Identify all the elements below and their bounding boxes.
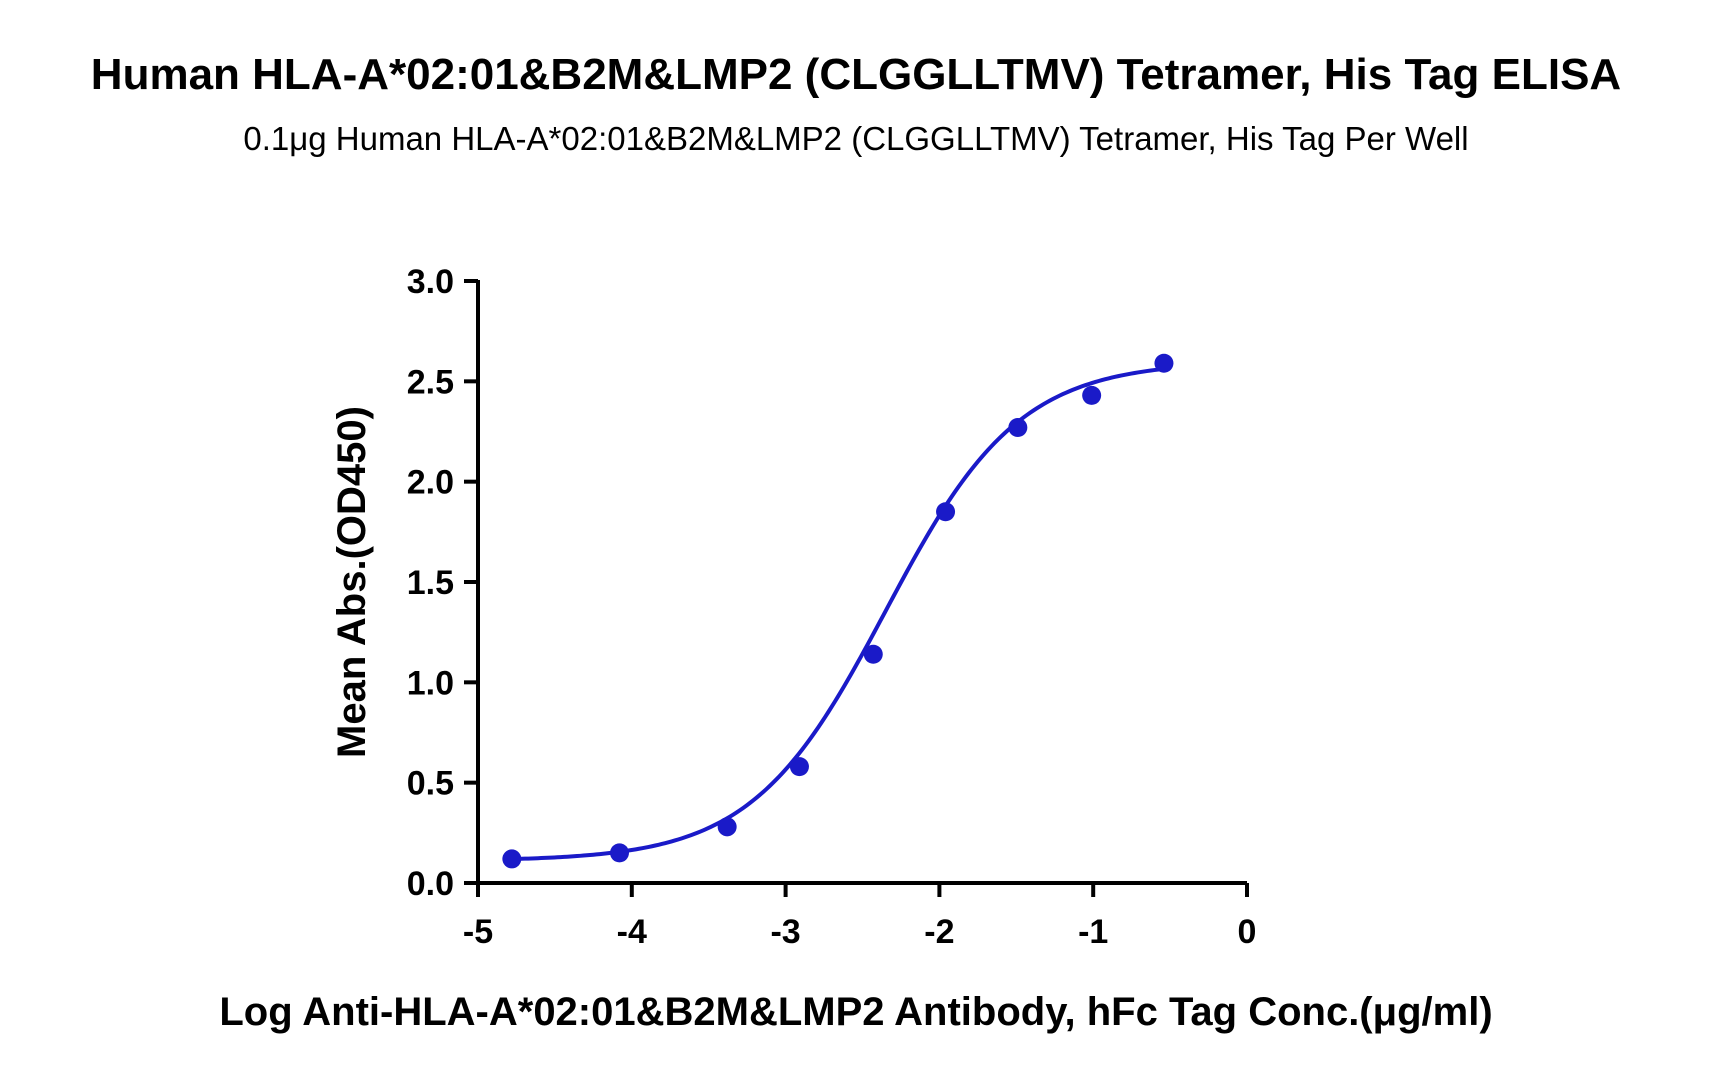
chart-axes xyxy=(476,280,1247,885)
data-point xyxy=(863,644,883,664)
x-axis-title: Log Anti-HLA-A*02:01&B2M&LMP2 Antibody, … xyxy=(219,990,1492,1034)
y-tick-label: 0.5 xyxy=(407,765,454,803)
fit-curve-layer xyxy=(511,366,1165,862)
y-tick-label: 0.0 xyxy=(407,865,454,903)
chart-title: Human HLA-A*02:01&B2M&LMP2 (CLGGLLTMV) T… xyxy=(90,50,1622,99)
data-point xyxy=(1082,385,1102,405)
data-point xyxy=(1154,353,1174,373)
data-point xyxy=(789,757,809,777)
y-tick-label: 1.0 xyxy=(407,664,454,702)
data-point xyxy=(717,817,737,837)
y-tick-label: 3.0 xyxy=(407,263,454,301)
data-point xyxy=(502,849,522,869)
chart-ticks: 0.0 0.5 1.0 1.5 2.0 2.5 3.0 -5 -4 -3 -2 -1 0 xyxy=(407,263,1257,951)
y-axis-title: Mean Abs.(OD450) xyxy=(330,406,374,758)
data-point xyxy=(936,502,956,522)
x-tick-label: -2 xyxy=(924,913,954,951)
x-tick-label: -4 xyxy=(617,913,647,951)
data-point xyxy=(609,843,629,863)
data-point xyxy=(1008,417,1028,437)
y-tick-label: 2.0 xyxy=(407,464,454,502)
chart-subtitle: 0.1μg Human HLA-A*02:01&B2M&LMP2 (CLGGLL… xyxy=(243,120,1469,157)
x-tick-label: -5 xyxy=(463,913,493,951)
data-points-layer xyxy=(502,353,1174,869)
fit-curve xyxy=(511,366,1165,862)
x-tick-label: 0 xyxy=(1238,913,1257,951)
y-tick-label: 1.5 xyxy=(407,564,454,602)
x-tick-label: -1 xyxy=(1078,913,1108,951)
y-tick-label: 2.5 xyxy=(407,363,454,401)
x-tick-label: -3 xyxy=(770,913,800,951)
